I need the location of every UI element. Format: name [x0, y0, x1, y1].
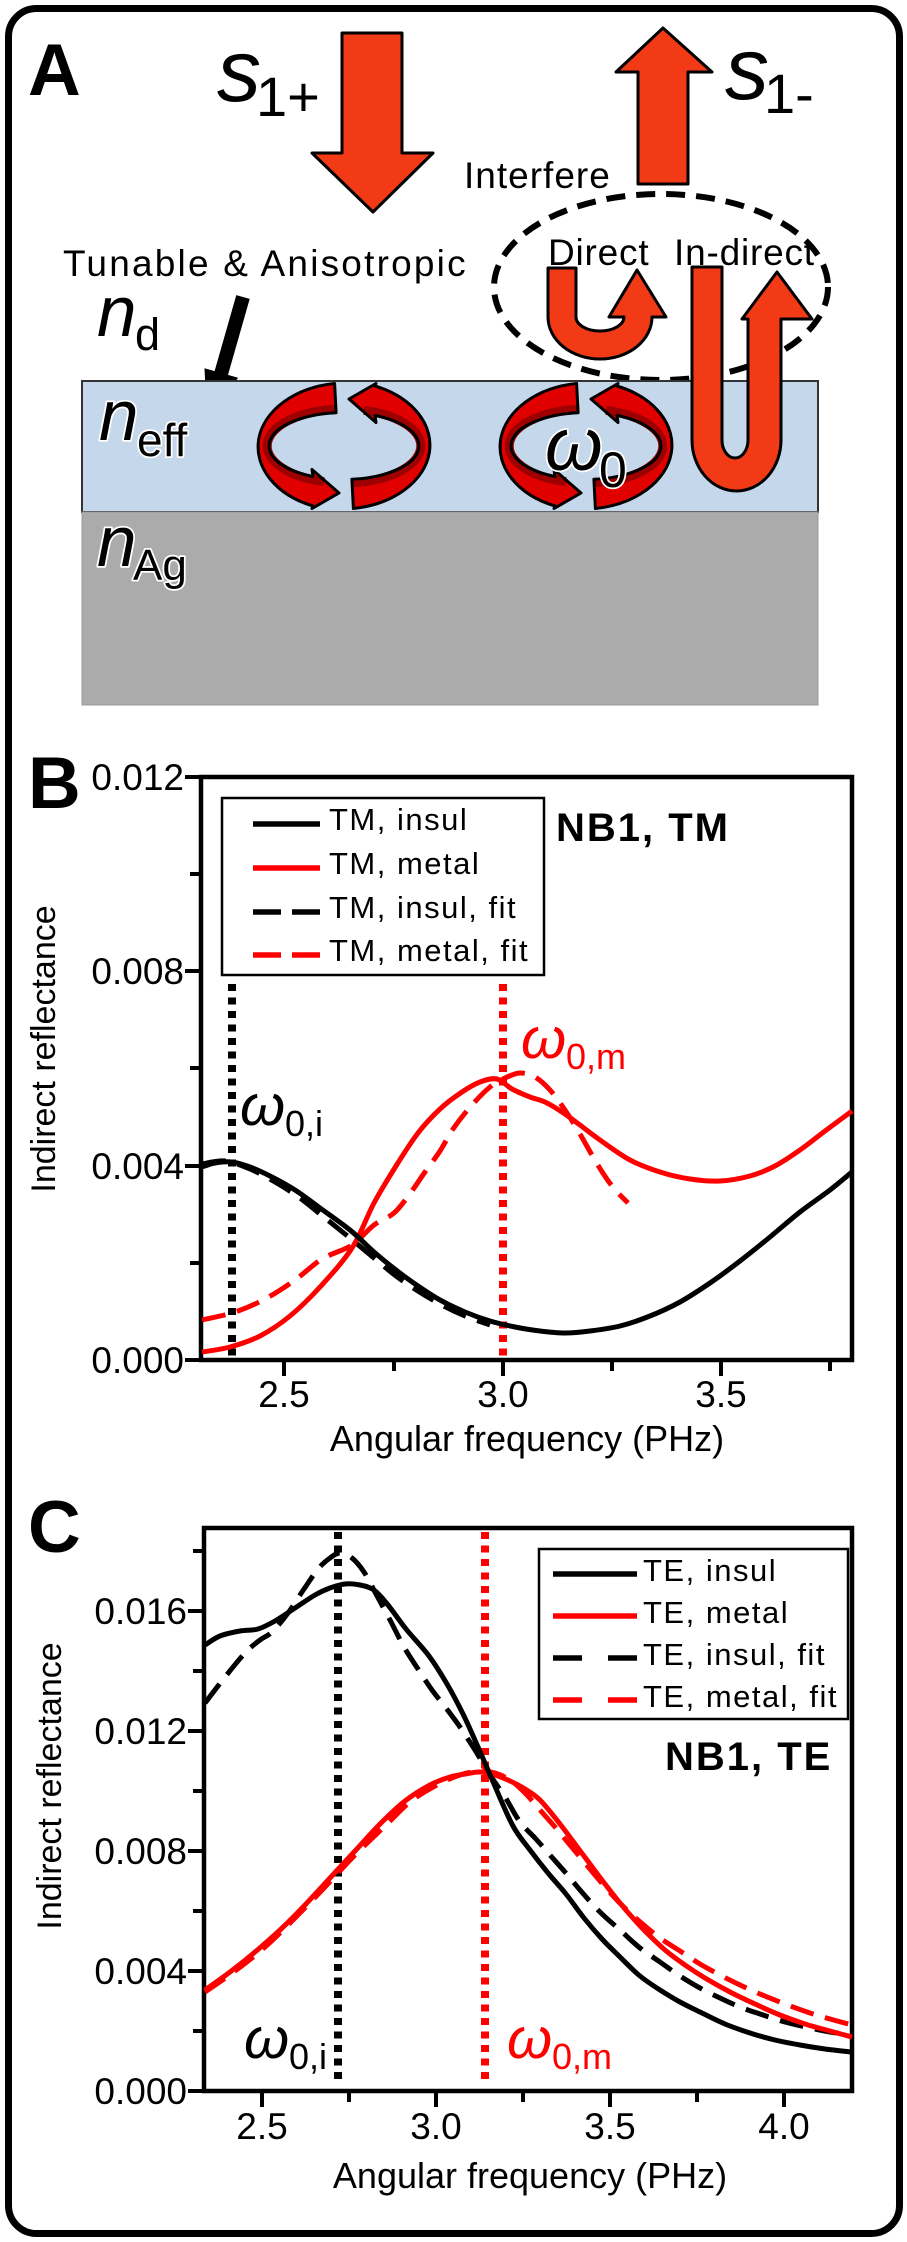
svg-text:0.008: 0.008 [91, 951, 184, 992]
svg-text:3.5: 3.5 [695, 1374, 746, 1415]
svg-text:TE, insul: TE, insul [643, 1553, 777, 1588]
svg-text:0.000: 0.000 [94, 2071, 187, 2112]
svg-text:n: n [97, 503, 137, 582]
svg-text:0.000: 0.000 [91, 1340, 184, 1381]
svg-text:Ag: Ag [133, 541, 187, 590]
svg-text:TE, metal, fit: TE, metal, fit [643, 1679, 838, 1714]
svg-text:ω: ω [244, 2006, 289, 2071]
svg-text:TM, insul, fit: TM, insul, fit [329, 890, 517, 925]
svg-text:0.008: 0.008 [94, 1831, 187, 1872]
svg-text:d: d [135, 309, 160, 360]
svg-text:ω: ω [240, 1073, 285, 1138]
svg-text:ω: ω [545, 403, 603, 486]
svg-text:1-: 1- [764, 62, 814, 125]
svg-text:2.5: 2.5 [236, 2106, 287, 2147]
svg-text:0,m: 0,m [552, 2036, 612, 2077]
svg-text:B: B [28, 743, 81, 824]
svg-text:0,m: 0,m [566, 1036, 626, 1077]
svg-text:n: n [97, 273, 137, 352]
svg-text:eff: eff [137, 414, 188, 466]
svg-text:1+: 1+ [256, 65, 320, 128]
svg-text:0.012: 0.012 [91, 757, 184, 798]
svg-text:TM, insul: TM, insul [329, 802, 468, 837]
svg-text:0.004: 0.004 [91, 1146, 184, 1187]
svg-text:NB1, TM: NB1, TM [556, 806, 730, 850]
svg-text:0,i: 0,i [289, 2036, 327, 2077]
svg-text:0: 0 [599, 442, 627, 498]
svg-text:s: s [725, 19, 769, 118]
svg-text:TE, metal: TE, metal [643, 1595, 789, 1630]
svg-text:2.5: 2.5 [258, 1374, 309, 1415]
svg-text:ω: ω [521, 1006, 566, 1071]
svg-text:0,i: 0,i [285, 1103, 323, 1144]
svg-text:0.012: 0.012 [94, 1711, 187, 1752]
svg-text:Angular frequency (PHz): Angular frequency (PHz) [330, 1418, 724, 1459]
svg-text:3.0: 3.0 [477, 1374, 528, 1415]
svg-text:3.0: 3.0 [410, 2106, 461, 2147]
svg-text:Tunable & Anisotropic: Tunable & Anisotropic [63, 243, 468, 284]
svg-text:Indirect reflectance: Indirect reflectance [31, 1642, 69, 1929]
svg-text:A: A [28, 30, 81, 111]
svg-text:0.016: 0.016 [94, 1591, 187, 1632]
svg-text:4.0: 4.0 [758, 2106, 809, 2147]
svg-text:s: s [217, 21, 261, 120]
svg-text:NB1, TE: NB1, TE [665, 1735, 832, 1779]
svg-text:0.004: 0.004 [94, 1951, 187, 1992]
svg-text:3.5: 3.5 [584, 2106, 635, 2147]
svg-text:Indirect reflectance: Indirect reflectance [25, 905, 63, 1192]
svg-text:Angular frequency (PHz): Angular frequency (PHz) [333, 2155, 727, 2196]
svg-text:ω: ω [507, 2006, 552, 2071]
svg-text:TM, metal, fit: TM, metal, fit [329, 933, 529, 968]
svg-text:n: n [99, 377, 139, 456]
svg-text:TM, metal: TM, metal [329, 846, 480, 881]
svg-text:Interfere: Interfere [464, 155, 611, 196]
svg-text:Direct: Direct [548, 232, 649, 273]
svg-text:C: C [28, 1487, 81, 1568]
svg-text:TE, insul, fit: TE, insul, fit [643, 1637, 826, 1672]
